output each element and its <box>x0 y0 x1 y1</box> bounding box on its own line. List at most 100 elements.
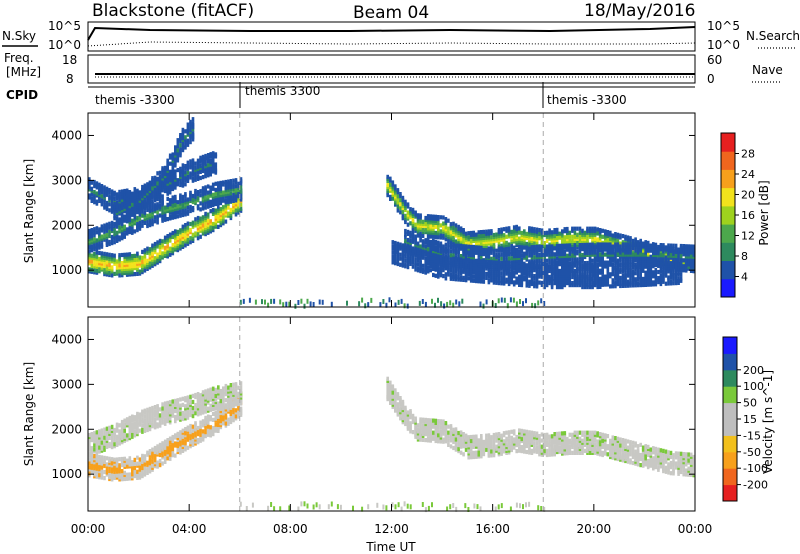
data-pixel <box>639 238 642 243</box>
data-pixel <box>641 252 645 257</box>
data-pixel <box>614 280 617 285</box>
data-pixel <box>469 244 473 249</box>
data-pixel <box>581 228 584 233</box>
data-pixel <box>186 225 190 230</box>
data-pixel <box>500 297 503 303</box>
data-pixel <box>449 253 453 258</box>
data-pixel <box>103 268 106 273</box>
data-pixel <box>181 204 185 210</box>
data-pixel <box>143 454 147 459</box>
data-pixel <box>206 184 210 189</box>
data-pixel <box>518 245 521 250</box>
data-pixel <box>399 210 402 215</box>
data-pixel <box>502 248 506 253</box>
data-pixel <box>209 225 212 230</box>
data-pixel <box>639 252 642 257</box>
data-pixel <box>404 258 407 263</box>
nsky-trace <box>87 26 696 41</box>
data-pixel <box>538 264 541 269</box>
data-pixel <box>108 270 111 276</box>
data-pixel <box>184 225 187 230</box>
data-pixel <box>469 259 473 264</box>
data-pixel <box>558 231 561 236</box>
data-pixel <box>431 298 433 304</box>
data-pixel <box>482 269 486 274</box>
data-pixel <box>667 281 670 286</box>
data-pixel <box>399 252 402 257</box>
data-pixel <box>391 258 395 263</box>
data-pixel <box>105 470 109 475</box>
data-pixel <box>510 248 513 253</box>
data-pixel <box>288 301 291 307</box>
data-pixel <box>191 193 195 199</box>
data-pixel <box>394 302 397 308</box>
data-pixel <box>125 231 129 236</box>
data-pixel <box>98 460 101 466</box>
data-pixel <box>232 201 235 207</box>
data-pixel <box>669 261 673 266</box>
data-pixel <box>166 250 169 255</box>
data-pixel <box>563 263 567 269</box>
data-pixel <box>467 231 470 236</box>
data-pixel <box>657 261 660 266</box>
data-pixel <box>138 269 142 274</box>
data-pixel <box>151 459 154 464</box>
data-pixel <box>652 280 655 285</box>
data-pixel <box>429 224 432 229</box>
data-pixel <box>506 303 509 309</box>
data-pixel <box>649 254 653 259</box>
data-pixel <box>449 230 453 235</box>
data-pixel <box>672 271 675 276</box>
data-pixel <box>568 243 572 248</box>
data-pixel <box>500 271 503 276</box>
data-pixel <box>110 224 114 229</box>
data-pixel <box>457 237 460 242</box>
data-pixel <box>191 131 195 136</box>
data-pixel <box>90 180 94 185</box>
data-pixel <box>110 237 114 242</box>
data-pixel <box>401 214 405 219</box>
data-pixel <box>510 256 513 261</box>
data-pixel <box>204 195 207 200</box>
data-pixel <box>469 252 473 258</box>
data-pixel <box>644 240 647 245</box>
data-pixel <box>143 466 147 471</box>
data-pixel <box>497 298 500 304</box>
data-pixel <box>480 234 483 239</box>
data-pixel <box>461 298 464 304</box>
data-pixel <box>133 191 137 196</box>
data-pixel <box>141 188 144 193</box>
data-pixel <box>505 248 508 253</box>
data-pixel <box>512 229 516 234</box>
data-pixel <box>449 249 453 254</box>
data-pixel <box>118 269 121 274</box>
data-pixel <box>505 240 508 245</box>
data-pixel <box>598 242 602 247</box>
data-pixel <box>593 252 597 257</box>
beam-title: Beam 04 <box>353 3 429 23</box>
data-pixel <box>148 221 152 226</box>
data-pixel <box>222 180 225 185</box>
data-pixel <box>219 215 223 220</box>
data-pixel <box>189 240 192 245</box>
data-pixel <box>120 199 124 204</box>
data-pixel <box>502 273 506 278</box>
data-pixel <box>606 250 610 255</box>
data-pixel <box>100 242 104 247</box>
data-pixel <box>171 234 175 240</box>
data-pixel <box>667 247 670 252</box>
data-pixel <box>477 251 481 256</box>
data-pixel <box>507 246 511 251</box>
data-pixel <box>424 250 427 255</box>
data-pixel <box>166 456 169 461</box>
colorbar-swatch <box>721 133 735 152</box>
data-pixel <box>133 205 137 210</box>
data-pixel <box>550 283 554 288</box>
data-pixel <box>677 266 680 271</box>
data-pixel <box>166 196 169 201</box>
data-pixel <box>406 303 409 309</box>
data-pixel <box>538 252 541 258</box>
data-pixel <box>533 245 536 250</box>
colorbar-tick-label: 20 <box>741 189 755 202</box>
data-pixel <box>626 235 630 240</box>
